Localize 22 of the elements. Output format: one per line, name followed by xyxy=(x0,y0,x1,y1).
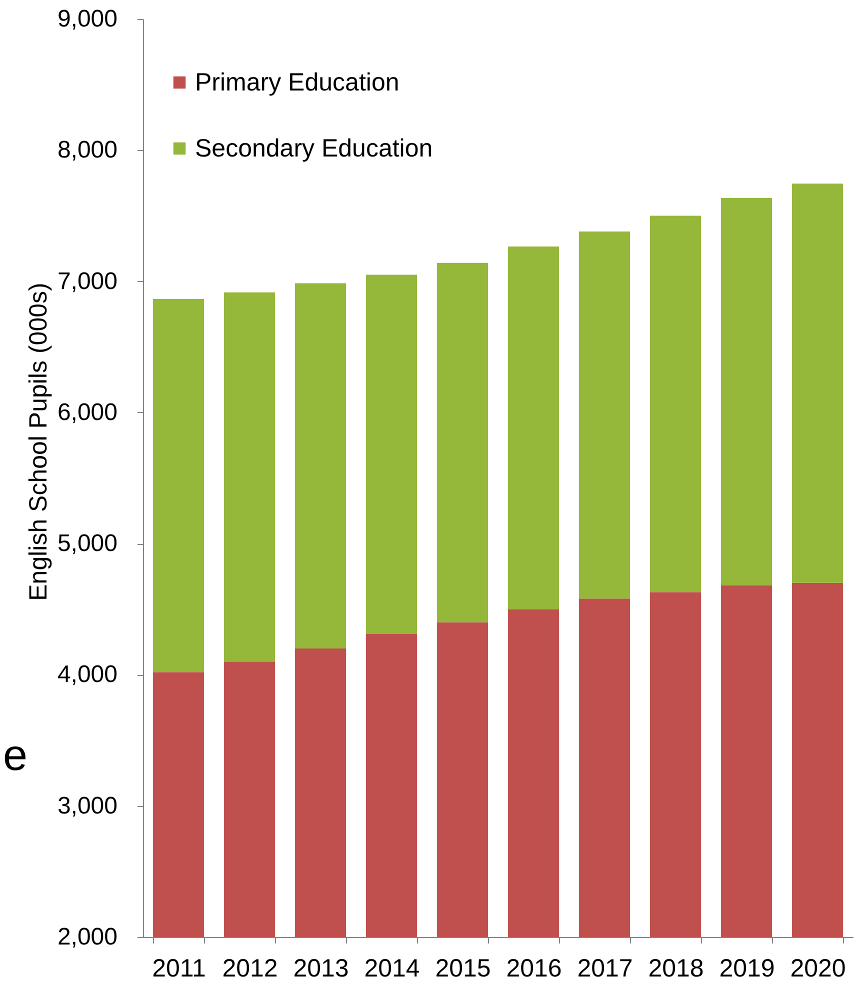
x-tick-label: 2012 xyxy=(222,954,278,982)
x-tick-label: 2013 xyxy=(293,954,349,982)
y-tick-label: 8,000 xyxy=(57,136,118,164)
x-tick-label: 2011 xyxy=(152,954,206,982)
legend-label: Primary Education xyxy=(195,68,400,96)
x-tick-label: 2020 xyxy=(790,954,846,982)
y-tick-label: 4,000 xyxy=(57,661,118,688)
x-tick-label: 2019 xyxy=(719,954,775,982)
y-axis-title: English School Pupils (000s) xyxy=(24,282,52,601)
y-tick-label: 6,000 xyxy=(57,398,118,426)
x-tick-label: 2016 xyxy=(506,954,562,982)
y-tick-label: 7,000 xyxy=(57,268,118,295)
x-tick-label: 2018 xyxy=(648,954,704,982)
y-tick-label: 5,000 xyxy=(57,530,118,558)
x-tick-label: 2015 xyxy=(435,954,491,982)
y-tick-label: 9,000 xyxy=(57,6,118,32)
y-tick-label: 3,000 xyxy=(57,792,118,820)
y-tick-label: 2,000 xyxy=(57,924,118,950)
legend-label: Secondary Education xyxy=(195,134,433,162)
x-tick-label: 2017 xyxy=(577,954,633,982)
text: e xyxy=(3,731,28,780)
x-tick-label: 2014 xyxy=(364,954,420,982)
